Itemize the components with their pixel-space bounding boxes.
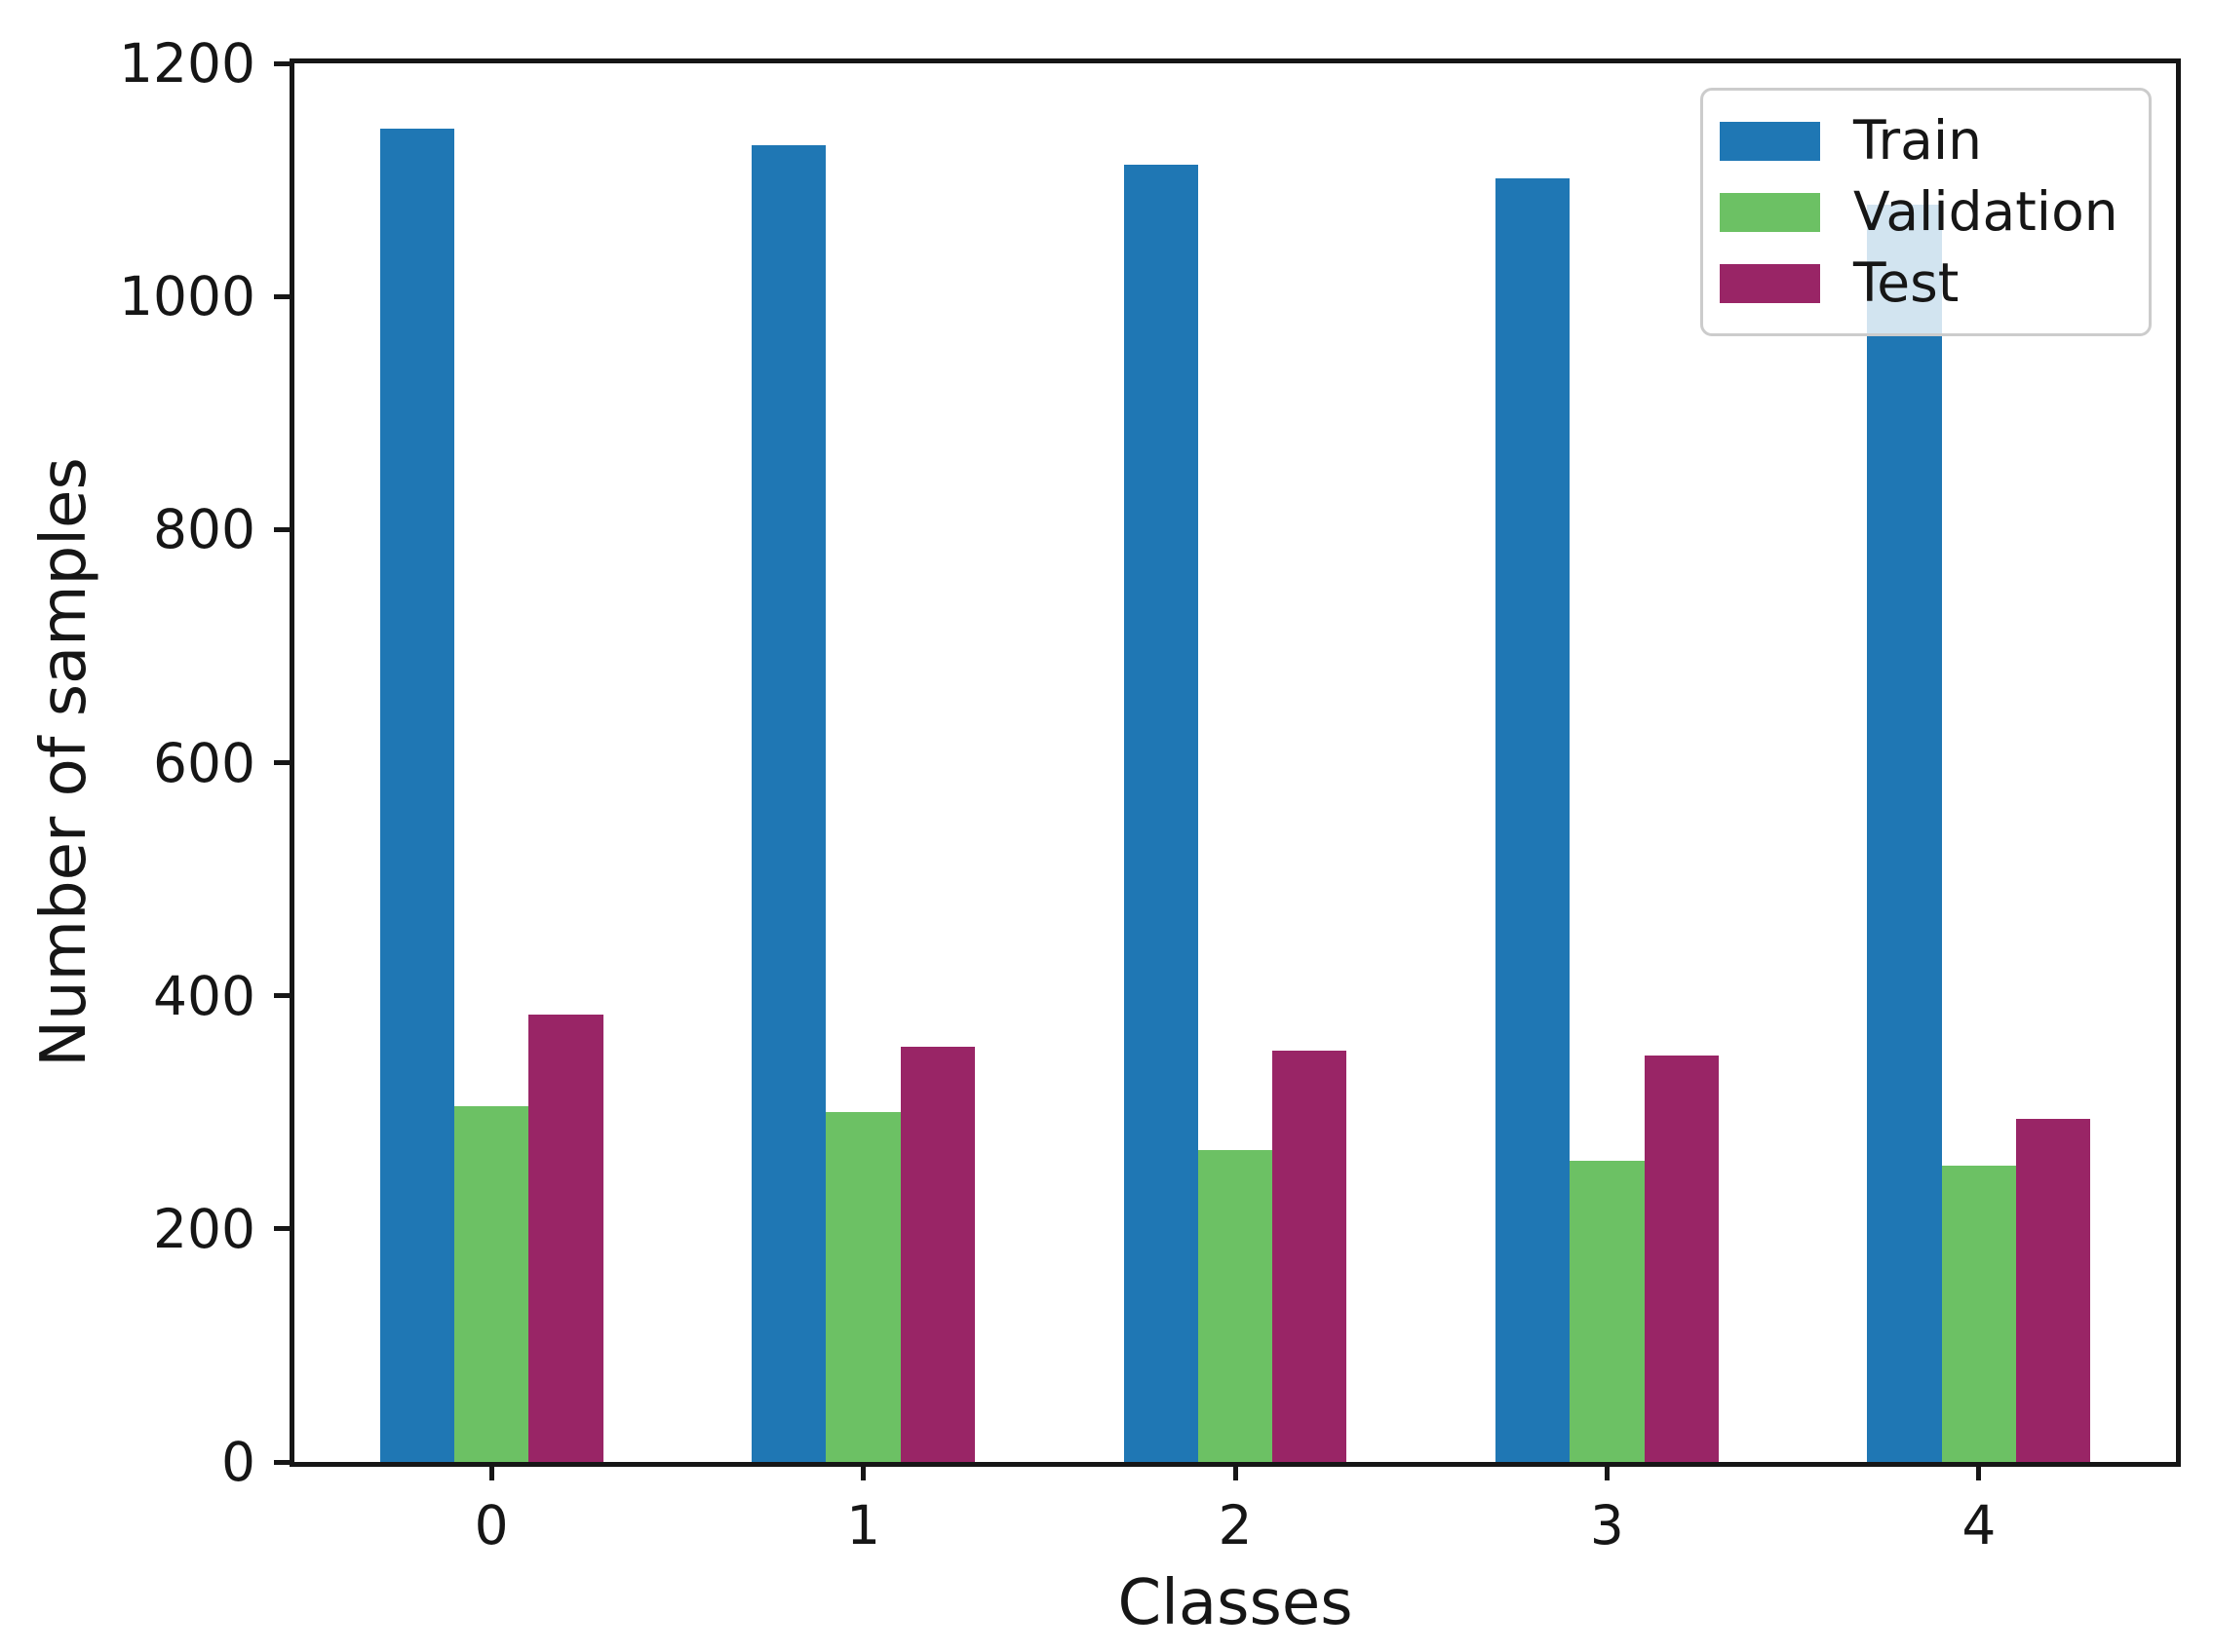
bar-train-1 [752,144,827,1462]
y-tick-mark [274,1226,291,1232]
legend-item-train: Train [1720,114,2139,168]
y-tick-label: 0 [221,1431,255,1493]
bar-validation-4 [1941,1166,2016,1462]
legend: Train Validation Test [1700,88,2152,336]
y-tick-label: 1000 [119,265,255,328]
y-tick-mark [274,760,291,765]
y-tick-mark [274,526,291,532]
legend-label-train: Train [1853,109,1982,172]
x-tick-mark [861,1464,867,1480]
bar-validation-1 [826,1112,901,1462]
x-tick-mark [1604,1464,1610,1480]
x-tick-label: 0 [474,1494,509,1556]
x-tick-label: 4 [1961,1494,1997,1556]
x-tick-mark [1976,1464,1982,1480]
y-tick-mark [274,1459,291,1465]
x-tick-mark [488,1464,494,1480]
x-tick-label: 3 [1589,1494,1624,1556]
legend-item-validation: Validation [1720,185,2139,239]
x-axis-label: Classes [1117,1567,1353,1639]
y-tick-label: 800 [153,498,255,561]
legend-label-test: Test [1853,251,1960,314]
y-tick-mark [274,60,291,66]
y-tick-mark [274,293,291,299]
legend-swatch-train [1720,121,1820,161]
legend-label-validation: Validation [1853,180,2118,243]
bar-train-3 [1495,178,1571,1462]
y-tick-label: 600 [153,731,255,794]
bar-test-1 [900,1047,975,1462]
bar-validation-3 [1570,1161,1645,1462]
bar-train-0 [379,128,454,1462]
bar-train-2 [1123,165,1198,1462]
y-tick-label: 1200 [119,32,255,95]
legend-swatch-test [1720,263,1820,303]
y-tick-label: 200 [153,1197,255,1260]
bar-test-0 [528,1014,603,1462]
y-tick-mark [274,993,291,999]
bar-validation-0 [454,1106,529,1462]
legend-swatch-validation [1720,192,1820,232]
bar-validation-2 [1197,1149,1273,1462]
bar-test-2 [1272,1050,1347,1462]
x-tick-label: 1 [846,1494,881,1556]
bar-test-4 [2015,1119,2091,1462]
legend-item-test: Test [1720,256,2139,310]
x-tick-mark [1232,1464,1238,1480]
y-tick-label: 400 [153,964,255,1027]
bar-train-4 [1867,204,1942,1462]
x-tick-label: 2 [1218,1494,1253,1556]
bar-test-3 [1644,1055,1719,1462]
